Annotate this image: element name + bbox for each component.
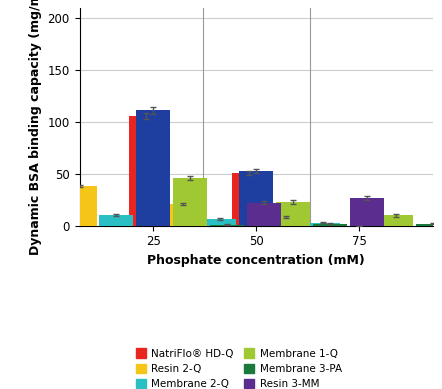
- Bar: [136, 110, 170, 226]
- X-axis label: Phosphate concentration (mM): Phosphate concentration (mM): [148, 254, 365, 267]
- Bar: [247, 203, 281, 226]
- Bar: [202, 219, 236, 226]
- Bar: [63, 186, 96, 226]
- Bar: [99, 215, 133, 226]
- Bar: [269, 217, 303, 226]
- Legend: NatriFlo® HD-Q, Resin 2-Q, Membrane 2-Q, Resin 1-Q, Membrane 1-Q, Membrane 3-PA,: NatriFlo® HD-Q, Resin 2-Q, Membrane 2-Q,…: [131, 344, 346, 389]
- Bar: [26, 35, 60, 226]
- Bar: [210, 224, 244, 226]
- Bar: [232, 173, 266, 226]
- Bar: [240, 171, 273, 226]
- Bar: [379, 215, 413, 226]
- Bar: [416, 224, 442, 226]
- Bar: [350, 198, 384, 226]
- Bar: [173, 178, 207, 226]
- Bar: [276, 202, 310, 226]
- Y-axis label: Dynamic BSA binding capacity (mg/mL): Dynamic BSA binding capacity (mg/mL): [29, 0, 42, 255]
- Bar: [166, 204, 200, 226]
- Bar: [313, 224, 347, 226]
- Bar: [129, 116, 163, 226]
- Bar: [306, 223, 339, 226]
